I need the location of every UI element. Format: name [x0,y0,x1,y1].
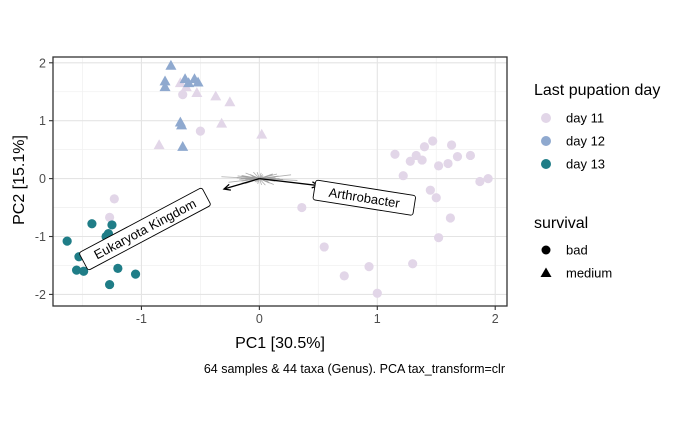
x-tick-label: 0 [256,312,263,326]
point-triangle [153,139,165,150]
color-legend: Last pupation day day 11 day 12 day 13 [534,82,660,172]
point-circle [364,262,374,272]
y-tick-label: 2 [39,56,46,70]
point-circle [434,161,444,171]
legend-key-color [541,113,551,123]
point-circle [109,194,119,204]
point-triangle [159,75,171,86]
legend-label: day 11 [566,111,604,126]
point-circle [62,236,72,246]
legend-label: bad [566,243,588,258]
point-circle [319,242,329,252]
y-tick-label: -2 [35,288,46,302]
point-circle [105,212,115,223]
minor-loading-arrow [259,178,266,186]
point-circle [417,155,427,165]
minor-loading-arrow [258,172,262,179]
point-triangle [210,90,222,101]
point-circle [419,142,430,152]
point-circle [434,233,444,243]
point-circle [113,263,123,273]
y-axis-title: PC2 [15.1%] [11,135,28,225]
y-tick-label: 1 [39,114,46,128]
point-circle [443,158,453,169]
minor-loading-arrow [256,171,260,179]
point-triangle [216,117,228,128]
x-axis-title: PC1 [30.5%] [235,335,325,352]
point-circle [130,269,141,279]
point-circle [178,90,188,100]
loading-arrow-head [222,183,231,191]
point-circle [475,176,485,187]
point-circle [107,220,117,230]
minor-loading-arrow [257,178,260,184]
panel-frame [52,56,508,307]
x-axis: -1 0 1 2 [136,306,499,326]
shape-legend-title: survival [534,215,588,232]
y-tick-label: -1 [35,230,46,244]
x-tick-label: -1 [136,312,147,326]
point-triangle [176,119,188,130]
point-circle [398,171,408,181]
loading-arrow-line [223,177,260,190]
point-triangle [191,87,203,97]
shape-legend: survival bad medium [534,215,612,281]
x-tick-label: 2 [492,312,499,326]
loading-label-box [312,179,416,216]
point-triangle [192,76,204,87]
minor-loading-arrow [258,178,262,186]
point-circle [483,174,493,184]
point-circle [445,213,455,223]
point-circle [87,219,97,229]
minor-loading-arrow [253,171,260,179]
point-triangle [183,77,195,88]
legend-key-circle [541,245,551,255]
point-circle [390,149,400,159]
legend-label: medium [566,266,612,281]
point-circle [195,126,206,136]
point-circle [405,156,415,166]
legend-key-triangle [540,267,552,277]
point-triangle [177,140,189,151]
minor-loading-arrow [228,178,260,183]
y-axis: -2 -1 0 1 2 [35,56,53,302]
legend-key-color [541,136,551,146]
minor-loading-arrow [259,174,273,179]
point-circle [79,266,89,276]
point-circle [425,185,435,195]
point-circle [431,193,441,203]
plot-border [52,56,508,307]
point-triangle [256,128,268,139]
legend-label: day 12 [566,134,605,149]
legend-label: day 13 [566,157,605,172]
point-circle [339,271,349,281]
point-circle [428,136,438,146]
point-triangle [159,81,171,92]
loading-arrow-line [259,177,319,187]
color-legend-title: Last pupation day [534,82,660,99]
point-triangle [224,96,236,107]
point-circle [297,202,307,213]
caption: 64 samples & 44 taxa (Genus). PCA tax_tr… [204,362,505,376]
loading-label-box [79,187,211,271]
point-circle [372,288,382,298]
y-tick-label: 0 [39,172,46,186]
point-circle [105,279,115,290]
point-circle [408,259,418,269]
x-tick-label: 1 [374,312,381,326]
legend-key-color [541,159,551,169]
minor-loading-arrow [259,174,292,180]
grid-lines [53,57,507,306]
point-circle [446,140,457,150]
point-triangle [165,59,177,70]
point-circle [452,152,463,162]
point-circle [71,265,82,275]
point-circle [465,150,476,161]
